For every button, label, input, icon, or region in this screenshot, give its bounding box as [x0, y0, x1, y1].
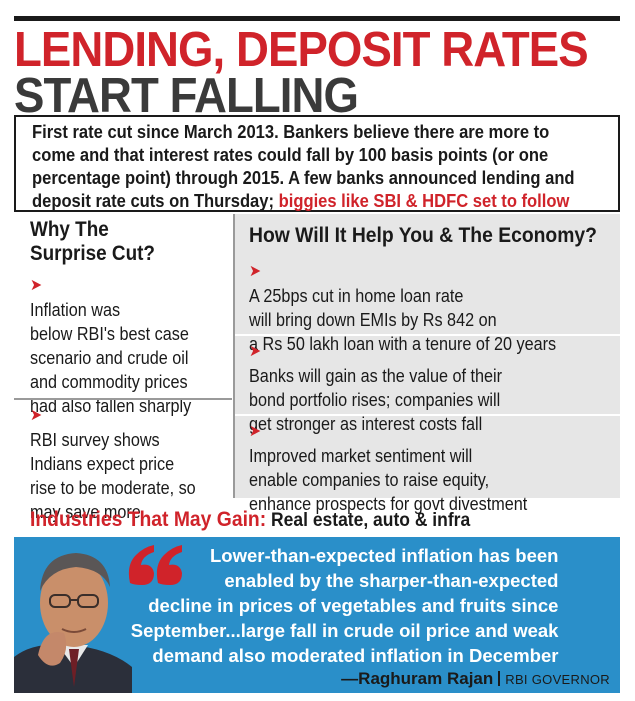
industries-line: Industries That May Gain: Real estate, a…: [30, 508, 470, 532]
divider: [235, 334, 620, 336]
top-rule: [14, 16, 620, 21]
help-bullet-line: A 25bps cut in home loan rate: [249, 286, 464, 306]
intro-line: First rate cut since March 2013. Bankers…: [32, 122, 550, 142]
headline-line1: LENDING, DEPOSIT RATES: [14, 23, 589, 77]
help-bullet-1: ➤ A 25bps cut in home loan rate will brin…: [249, 260, 556, 356]
quote-attribution: —Raghuram Rajan RBI GOVERNOR: [341, 669, 610, 689]
help-bullet-line: Banks will gain as the value of their: [249, 366, 503, 386]
why-title: Why The Surprise Cut?: [30, 218, 155, 266]
industries-value: Real estate, auto & infra: [271, 510, 471, 531]
help-bullet-line: enhance prospects for govt divestment: [249, 494, 528, 514]
quote-line: September...large fall in crude oil pric…: [130, 620, 559, 641]
quote-text: Lower-than-expected inflation has been e…: [122, 543, 559, 668]
quote-author: —Raghuram Rajan: [341, 669, 494, 688]
why-bullet-line: Indians expect price: [30, 454, 175, 474]
help-title: How Will It Help You & The Economy?: [249, 224, 597, 247]
quote-line: Lower-than-expected inflation has been: [210, 545, 559, 566]
help-bullet-line: a Rs 50 lakh loan with a tenure of 20 ye…: [249, 334, 557, 354]
help-bullet-line: get stronger as interest costs fall: [249, 414, 483, 434]
red-arrow-icon: ➤: [249, 343, 262, 360]
red-arrow-icon: ➤: [30, 277, 43, 294]
help-bullet-line: bond portfolio rises; companies will: [249, 390, 501, 410]
red-arrow-icon: ➤: [249, 423, 262, 440]
red-quote-mark-icon: [128, 545, 182, 585]
intro-line: deposit rate cuts on Thursday; biggies l…: [32, 190, 571, 213]
industries-label: Industries That May Gain:: [30, 508, 267, 531]
help-bullet-2: ➤ Banks will gain as the value of their b…: [249, 340, 502, 436]
divider: [235, 414, 620, 416]
help-bullet-line: enable companies to raise equity,: [249, 470, 490, 490]
headline-line2: START FALLING: [14, 69, 359, 123]
red-arrow-icon: ➤: [249, 263, 262, 280]
quote-role: RBI GOVERNOR: [505, 672, 610, 687]
why-bullet-line: may save more: [30, 502, 141, 522]
red-arrow-icon: ➤: [30, 407, 43, 424]
why-bullet-2: ➤ RBI survey shows Indians expect price r…: [30, 404, 196, 524]
intro-line: percentage point) through 2015. A few ba…: [32, 168, 575, 188]
why-bullet-line: scenario and crude oil: [30, 348, 189, 368]
quote-line: enabled by the sharper-than-expected: [224, 570, 559, 591]
help-bullet-3: ➤ Improved market sentiment will enable c…: [249, 420, 527, 516]
why-title-line: Why The: [30, 218, 109, 241]
divider: [498, 671, 501, 686]
why-bullet-1: ➤ Inflation was below RBI's best case sce…: [30, 274, 191, 418]
why-bullet-line: below RBI's best case: [30, 324, 189, 344]
intro-line-black: deposit rate cuts on Thursday;: [32, 191, 275, 211]
why-title-line: Surprise Cut?: [30, 242, 155, 265]
why-bullet-line: RBI survey shows: [30, 430, 160, 450]
why-bullet-line: rise to be moderate, so: [30, 478, 196, 498]
portrait-image: [14, 537, 134, 693]
divider: [14, 398, 232, 400]
why-bullet-line: Inflation was: [30, 300, 121, 320]
help-bullet-line: Improved market sentiment will: [249, 446, 473, 466]
quote-line: decline in prices of vegetables and frui…: [148, 595, 559, 616]
help-section: How Will It Help You & The Economy? ➤ A 2…: [233, 214, 620, 514]
quote-line: demand also moderated inflation in Decem…: [152, 645, 559, 666]
why-bullet-line: and commodity prices: [30, 372, 188, 392]
intro-box: First rate cut since March 2013. Bankers…: [14, 115, 620, 212]
why-bullet-line: had also fallen sharply: [30, 396, 192, 416]
intro-line: come and that interest rates could fall …: [32, 145, 549, 165]
quote-box: Lower-than-expected inflation has been e…: [14, 537, 620, 693]
help-bullet-line: will bring down EMIs by Rs 842 on: [249, 310, 497, 330]
intro-highlight: biggies like SBI & HDFC set to follow: [278, 191, 570, 211]
why-section: Why The Surprise Cut? ➤ Inflation was bel…: [14, 214, 232, 522]
